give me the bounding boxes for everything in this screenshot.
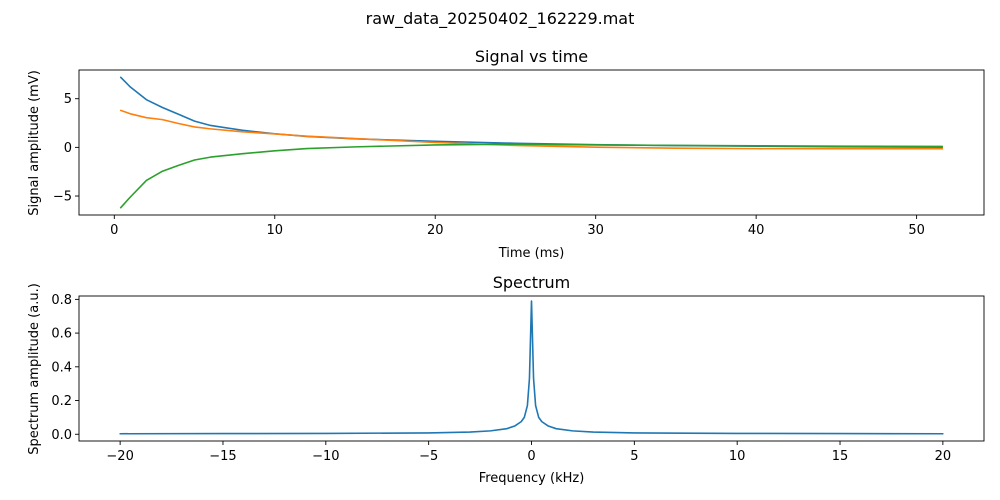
x-tick-label: 20 bbox=[427, 223, 444, 238]
x-tick-label: 10 bbox=[729, 449, 746, 464]
x-tick-label: −5 bbox=[419, 449, 438, 464]
y-tick-label: 0.6 bbox=[51, 327, 72, 342]
plot-title: Signal vs time bbox=[475, 47, 588, 66]
plot-area: −20 −15 −10 −5 0 5 10 15 20 0.0 0.2 0.4 0.6 0.8 bbox=[51, 293, 985, 464]
x-tick-label: 10 bbox=[266, 223, 283, 238]
x-tick-label: 5 bbox=[630, 449, 638, 464]
y-axis-label: Spectrum amplitude (a.u.) bbox=[27, 283, 42, 455]
x-tick-label: −10 bbox=[312, 449, 339, 464]
series-line-2 bbox=[119, 143, 944, 209]
x-tick-label: 50 bbox=[908, 223, 925, 238]
x-axis-label: Frequency (kHz) bbox=[479, 471, 585, 486]
y-tick-label: 0 bbox=[64, 141, 72, 156]
subplot-signal-vs-time: Signal vs time 0 10 20 30 40 50 −5 0 5 Time (ms)… bbox=[27, 47, 985, 261]
y-tick-label: 0.2 bbox=[51, 394, 72, 409]
x-tick-label: −15 bbox=[209, 449, 236, 464]
x-tick-label: 40 bbox=[748, 223, 765, 238]
x-tick-label: 0 bbox=[527, 449, 535, 464]
x-tick-label: 0 bbox=[110, 223, 118, 238]
y-axis-label: Signal amplitude (mV) bbox=[27, 70, 42, 216]
y-tick-label: 0.4 bbox=[51, 360, 72, 375]
plot-area: 0 10 20 30 40 50 −5 0 5 bbox=[53, 69, 985, 238]
y-tick-label: 5 bbox=[64, 92, 72, 107]
axes-frame bbox=[78, 69, 985, 216]
series-line-0 bbox=[119, 76, 944, 148]
x-axis-label: Time (ms) bbox=[498, 246, 565, 261]
subplot-spectrum: Spectrum −20 −15 −10 −5 0 5 10 15 20 0.0 0.2 0.4 0.6… bbox=[27, 273, 985, 486]
plot-title: Spectrum bbox=[493, 273, 571, 292]
x-tick-label: 15 bbox=[832, 449, 849, 464]
y-tick-label: −5 bbox=[53, 190, 72, 205]
y-tick-label: 0.8 bbox=[51, 293, 72, 308]
figure-suptitle: raw_data_20250402_162229.mat bbox=[366, 9, 635, 29]
x-tick-label: −20 bbox=[106, 449, 133, 464]
series-line-1 bbox=[119, 109, 944, 150]
x-tick-label: 20 bbox=[935, 449, 952, 464]
series-line-0 bbox=[119, 300, 944, 435]
x-tick-label: 30 bbox=[587, 223, 604, 238]
y-tick-label: 0.0 bbox=[51, 428, 72, 443]
